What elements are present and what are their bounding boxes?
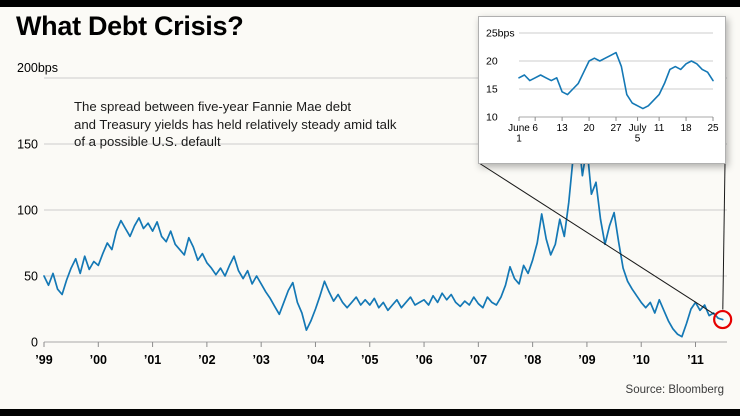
inset-y-tick-label: 25bps <box>486 28 515 40</box>
inset-x-tick-label: 11 <box>654 123 665 134</box>
inset-x-tick-label: 25 <box>707 123 719 134</box>
y-tick-label: 100 <box>17 204 38 218</box>
x-tick-label: ’06 <box>415 353 432 367</box>
y-tick-label: 150 <box>17 138 38 152</box>
chart-annotation: The spread between five-year Fannie Mae … <box>74 99 397 150</box>
x-tick-label: ’11 <box>687 353 704 367</box>
x-tick-label: ’07 <box>470 353 487 367</box>
inset-x-tick-label: 18 <box>680 123 692 134</box>
inset-y-tick-label: 10 <box>486 112 498 124</box>
x-tick-label: ’99 <box>35 353 52 367</box>
callout-line <box>478 162 715 315</box>
inset-chart-box: 10 15 20 25bps June 1 6 13 20 27 July 5 11 18 25 <box>478 16 726 164</box>
x-tick-label: ’09 <box>578 353 595 367</box>
inset-series-line <box>518 51 714 110</box>
x-tick-label: ’10 <box>633 353 650 367</box>
inset-x-tick-label: 6 <box>532 123 538 134</box>
bottom-black-rule <box>0 409 740 416</box>
x-tick-label: ’02 <box>198 353 215 367</box>
highlight-circle <box>713 309 733 330</box>
inset-x-tick-label: 27 <box>610 123 622 134</box>
x-tick-label: ’04 <box>307 353 324 367</box>
inset-y-tick-label: 20 <box>486 56 498 68</box>
spread-series-line <box>43 129 724 338</box>
inset-x-tick-label: 13 <box>557 123 569 134</box>
y-tick-label: 50 <box>24 270 38 284</box>
inset-x-tick-label: 20 <box>583 123 595 134</box>
inset-x-tick-label: June 1 <box>508 123 530 145</box>
y-tick-label: 0 <box>31 336 38 350</box>
x-tick-label: ’03 <box>252 353 269 367</box>
chart-title: What Debt Crisis? <box>16 11 244 41</box>
x-tick-label: ’00 <box>90 353 107 367</box>
top-black-rule <box>0 0 740 7</box>
y-axis-unit-label: 200bps <box>17 61 59 75</box>
source-credit: Source: Bloomberg <box>625 384 724 396</box>
inset-x-tick-label: July 5 <box>629 123 647 145</box>
inset-chart-svg: 10 15 20 25bps June 16 13 20 27 July 5 11 18 25 <box>486 28 719 145</box>
inset-y-tick-label: 15 <box>486 84 498 96</box>
x-tick-label: ’01 <box>144 353 161 367</box>
x-tick-label: ’08 <box>524 353 541 367</box>
x-tick-label: ’05 <box>361 353 378 367</box>
callout-line <box>722 162 726 310</box>
